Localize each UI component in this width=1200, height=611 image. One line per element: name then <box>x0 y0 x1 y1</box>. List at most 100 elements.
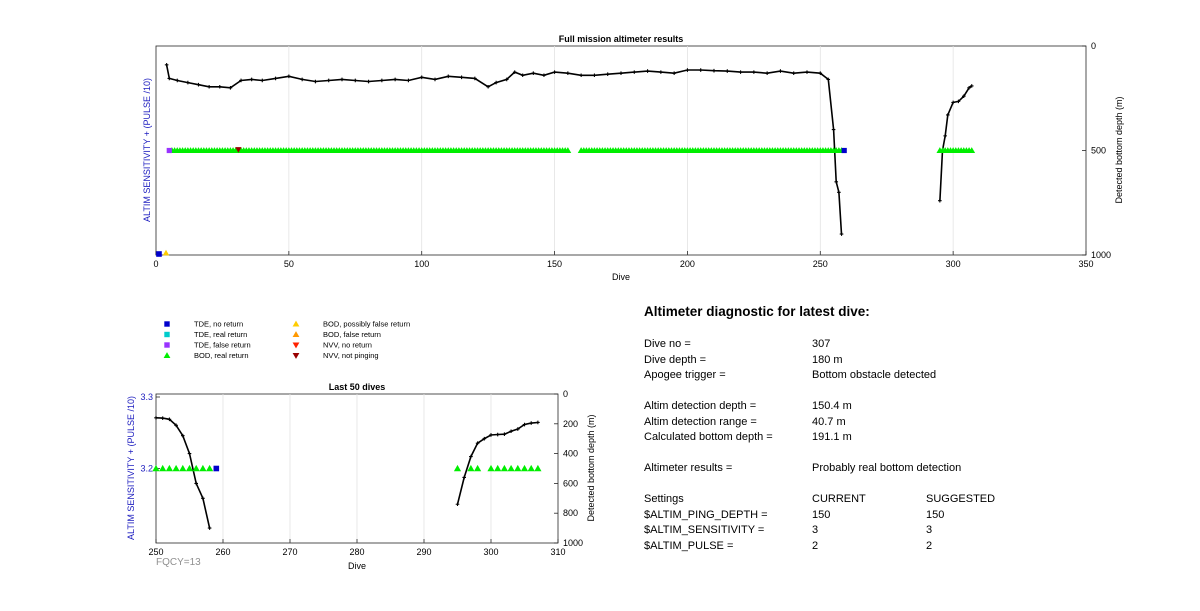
depth-point <box>529 421 533 425</box>
depth-point <box>326 78 331 83</box>
x-tick-label: 250 <box>813 259 828 269</box>
right-tick-label: 200 <box>563 419 578 429</box>
bod-real-marker <box>968 147 976 154</box>
right-tick-label: 0 <box>563 389 568 399</box>
depth-point <box>645 69 650 73</box>
calc-depth-value: 191.1 m <box>812 431 852 443</box>
current-label: CURRENT <box>812 493 866 505</box>
right-tick-label: 1000 <box>563 538 583 548</box>
depth-point <box>961 94 966 98</box>
legend-label: TDE, real return <box>194 330 247 339</box>
legend-label: NVV, no return <box>323 341 372 350</box>
dive-no-row: Dive no = 307 <box>644 337 1164 353</box>
bod-real-marker <box>527 464 535 472</box>
legend-label: BOD, real return <box>194 351 249 360</box>
top-left-axis-label: ALTIM SENSITIVITY + (PULSE /10) <box>142 78 152 222</box>
depth-point <box>712 68 716 73</box>
depth-point <box>805 70 809 74</box>
legend-label: TDE, no return <box>194 320 243 329</box>
det-depth-label: Altim detection depth = <box>644 400 757 412</box>
pulse-suggested: 2 <box>926 539 933 552</box>
depth-point <box>260 78 265 83</box>
depth-point <box>834 180 839 184</box>
results-label: Altimeter results = <box>644 462 733 474</box>
x-tick-label: 200 <box>680 259 695 269</box>
dive-depth-row: Dive depth = 180 m <box>644 353 1164 369</box>
bod-real-marker <box>534 464 542 472</box>
top-chart-title: Full mission altimeter results <box>559 34 684 44</box>
depth-point <box>752 70 756 74</box>
dive-no-label: Dive no = <box>644 338 691 350</box>
depth-point <box>619 71 623 75</box>
depth-point <box>938 198 942 203</box>
tde-false-marker <box>166 147 172 154</box>
last-50-dives-chart: 250 260 270 280 290 300 310 3.3 3.2 0 200 400 600 8… <box>126 382 596 571</box>
det-depth-value: 150.4 m <box>812 400 852 412</box>
fqcy-label: FQCY=13 <box>156 557 201 568</box>
legend-label: TDE, false return <box>194 341 251 350</box>
top-x-axis-label: Dive <box>612 272 630 282</box>
depth-point <box>579 73 583 78</box>
bottom-x-axis-label: Dive <box>348 561 366 571</box>
x-tick-label: 0 <box>153 259 158 269</box>
right-tick-label: 400 <box>563 449 578 459</box>
sensitivity-current: 3 <box>812 524 819 536</box>
depth-point <box>839 232 844 236</box>
depth-point <box>273 76 278 81</box>
depth-point <box>536 420 540 425</box>
right-tick-label: 1000 <box>1091 250 1111 260</box>
bod-real-marker <box>507 464 515 472</box>
depth-point <box>167 417 172 422</box>
results-value: Probably real bottom detection <box>812 462 962 474</box>
depth-point <box>969 84 974 88</box>
diagnostic-title: Altimeter diagnostic for latest dive: <box>644 304 870 319</box>
settings-header-row: Settings CURRENT SUGGESTED <box>644 492 1164 508</box>
suggested-label: SUGGESTED <box>926 493 996 505</box>
legend-marker <box>292 352 300 359</box>
depth-point <box>837 190 841 195</box>
depth-point <box>462 475 466 480</box>
depth-point <box>455 502 460 507</box>
depth-point <box>659 70 663 74</box>
depth-point <box>154 416 158 420</box>
depth-point <box>160 416 165 420</box>
legend-marker <box>292 320 300 327</box>
bod-real-marker <box>179 464 187 472</box>
top-right-ticks: 0 500 1000 <box>1082 41 1111 260</box>
depth-point <box>353 78 358 83</box>
depth-point <box>459 75 464 80</box>
bod-real-marker <box>172 464 180 472</box>
depth-point <box>605 72 610 77</box>
top-x-ticks: 0 50 100 150 200 250 300 350 <box>153 251 1094 269</box>
depth-point <box>419 75 424 80</box>
ping-depth-current: 150 <box>812 508 831 521</box>
bod-real-marker <box>152 464 160 472</box>
sensitivity-label: $ALTIM_SENSITIVITY = <box>644 524 765 536</box>
depth-point <box>765 71 769 75</box>
x-tick-label: 300 <box>946 259 961 269</box>
depth-point <box>475 441 480 445</box>
right-tick-label: 600 <box>563 478 578 488</box>
dive-depth-value: 180 m <box>812 353 843 366</box>
top-marks <box>156 63 976 257</box>
right-tick-label: 500 <box>1091 146 1106 156</box>
x-tick-label: 300 <box>483 547 498 557</box>
depth-point <box>495 432 500 437</box>
x-tick-label: 50 <box>284 259 294 269</box>
depth-point <box>552 70 557 74</box>
depth-point <box>685 68 690 72</box>
bod-real-marker <box>564 147 572 154</box>
ping-depth-suggested: 150 <box>926 508 945 521</box>
ping-depth-row: $ALTIM_PING_DEPTH = 150 150 <box>644 508 1164 524</box>
depth-point <box>469 454 473 459</box>
depth-point <box>592 73 597 78</box>
bottom-right-axis-label: Detected bottom depth (m) <box>586 414 596 521</box>
depth-point <box>175 78 180 83</box>
depth-point <box>164 63 169 67</box>
depth-point <box>380 78 384 83</box>
depth-point <box>393 77 397 82</box>
calc-depth-label: Calculated bottom depth = <box>644 431 773 443</box>
bod-real-marker <box>467 464 475 472</box>
depth-point <box>167 76 172 81</box>
